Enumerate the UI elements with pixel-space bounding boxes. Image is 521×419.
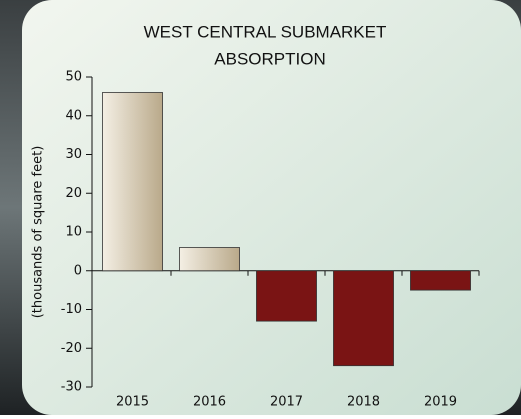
y-tick-label: 30	[65, 147, 82, 162]
bar	[179, 247, 240, 272]
chart-title: ABSORPTION	[214, 49, 325, 68]
bar	[256, 270, 317, 322]
y-tick-label: 50	[65, 70, 82, 85]
x-tick-label: 2015	[116, 395, 149, 410]
y-tick-label: 10	[65, 225, 82, 240]
y-tick-label: -10	[61, 302, 82, 317]
y-tick-label: -30	[61, 380, 82, 395]
y-tick-label: 40	[65, 108, 82, 123]
chart-title: WEST CENTRAL SUBMARKET	[144, 22, 387, 41]
y-tick-label: 0	[74, 263, 82, 278]
bar	[333, 270, 394, 367]
y-axis-label: (thousands of square feet)	[31, 146, 46, 319]
y-tick-label: 20	[65, 186, 82, 201]
x-tick-label: 2019	[424, 395, 457, 410]
y-tick-label: -20	[61, 341, 82, 356]
x-tick-label: 2017	[270, 395, 303, 410]
bar	[410, 270, 471, 291]
bar	[102, 92, 163, 272]
x-tick-label: 2018	[347, 395, 380, 410]
x-tick-label: 2016	[193, 395, 226, 410]
